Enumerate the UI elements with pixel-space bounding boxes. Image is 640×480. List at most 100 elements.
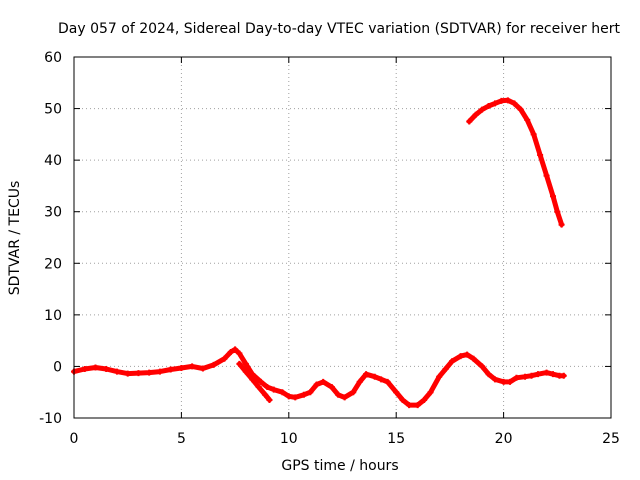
data-point [449,358,456,365]
series-SDTVAR-high [466,97,565,228]
y-tick-label: 60 [44,50,62,66]
x-tick-label: 20 [495,431,513,447]
x-tick-label: 25 [602,431,620,447]
chart-title: Day 057 of 2024, Sidereal Day-to-day VTE… [58,21,620,37]
y-tick-label: 50 [44,102,62,118]
y-tick-label: -10 [39,411,62,427]
data-point [242,360,249,367]
data-point [255,384,262,391]
data-point [507,378,514,385]
data-point [492,376,499,383]
data-point [522,373,529,380]
data-point [103,366,110,373]
data-point [406,402,413,409]
data-point [384,378,391,385]
data-point [558,221,565,228]
data-point [124,370,131,377]
y-tick-label: 0 [53,359,62,375]
y-axis-label: SDTVAR / TECUs [7,181,23,296]
data-point [421,396,428,403]
ticks: 0 5 10 15 20 25 -10 0 10 20 30 40 50 60 [39,50,620,447]
data-point [543,172,550,179]
x-tick-label: 0 [70,431,79,447]
data-point [513,374,520,381]
data-point [371,373,378,380]
data-point [232,346,239,353]
data-point [537,151,544,158]
data-point [236,360,243,367]
data-point [363,371,370,378]
data-point [320,378,327,385]
data-point [485,371,492,378]
data-point [328,384,335,391]
data-point [554,208,561,215]
data-point [221,355,228,362]
data-point [236,350,243,357]
data-point [300,391,307,398]
x-tick-label: 10 [280,431,298,447]
data-point [189,363,196,370]
series-SDTVAR [71,346,567,409]
data-point [479,106,486,113]
data-point [266,396,273,403]
data-point [500,378,507,385]
data-point [285,393,292,400]
data-point [210,361,217,368]
data-point [414,402,421,409]
data-point [436,373,443,380]
y-tick-label: 40 [44,153,62,169]
data-point [543,369,550,376]
data-point [292,394,299,401]
series-band [466,97,565,228]
data-point [227,348,234,355]
y-tick-label: 20 [44,256,62,272]
data-point [307,389,314,396]
data-point [313,381,320,388]
y-tick-label: 30 [44,205,62,221]
data-point [498,97,505,104]
data-point [146,369,153,376]
data-point [335,391,342,398]
data-point [356,378,363,385]
data-point [135,370,142,377]
data-point [279,389,286,396]
data-point [178,364,185,371]
x-tick-label: 15 [387,431,405,447]
data-point [249,376,256,383]
data-point [530,131,537,138]
grid [74,57,611,418]
data-point [464,351,471,358]
data-point [442,366,449,373]
y-tick-label: 10 [44,308,62,324]
data-point [92,364,99,371]
data-point [457,353,464,360]
data-point [485,102,492,109]
data-point [341,394,348,401]
data-point [262,391,269,398]
data-point [257,378,264,385]
data-point [393,389,400,396]
data-point [156,368,163,375]
data-point [81,366,88,373]
data-layer [71,97,567,409]
plot-frame [73,56,612,419]
data-point [560,372,567,379]
data-point [242,368,249,375]
data-point [550,193,557,200]
data-point [534,371,541,378]
data-point [472,111,479,118]
data-point [511,100,518,107]
data-point [492,100,499,107]
x-tick-label: 5 [177,431,186,447]
data-point [199,365,206,372]
data-point [427,389,434,396]
data-point [524,116,531,123]
data-point [113,368,120,375]
data-point [378,376,385,383]
data-point [270,386,277,393]
data-point [517,106,524,113]
series-SDTVAR-branch [236,360,273,403]
data-point [470,355,477,362]
